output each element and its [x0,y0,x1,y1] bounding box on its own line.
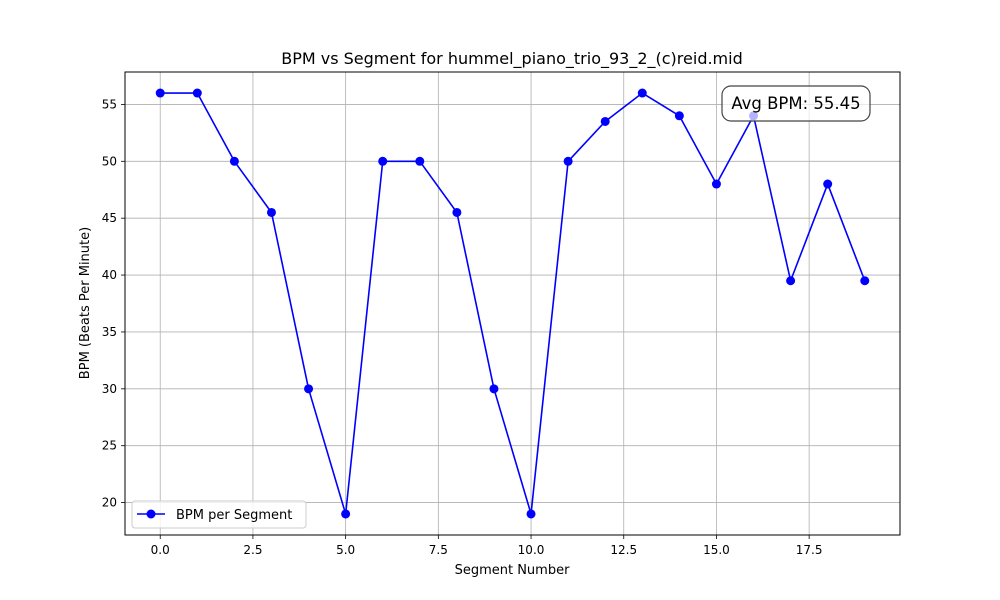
data-point [823,179,833,189]
data-point [711,179,721,189]
y-tick-label: 45 [102,211,117,225]
x-axis-ticks: 0.0 2.5 5.0 7.5 10.0 12.5 15.0 17.5 [151,535,823,557]
x-tick-label: 17.5 [796,543,823,557]
x-tick-label: 2.5 [243,543,262,557]
data-point [415,156,425,166]
plot-area-frame [124,71,901,536]
data-point [786,276,796,286]
legend: BPM per Segment [131,500,307,529]
data-point [860,276,870,286]
y-tick-label: 50 [102,154,117,168]
data-point [341,509,351,519]
data-point [489,384,499,394]
data-point [155,88,165,98]
y-tick-label: 55 [102,97,117,111]
y-axis-label: BPM (Beats Per Minute) [78,227,93,379]
x-tick-label: 10.0 [518,543,545,557]
avg-bpm-annotation: Avg BPM: 55.45 [721,85,871,122]
data-point [526,509,536,519]
data-point [600,116,610,126]
chart-title: BPM vs Segment for hummel_piano_trio_93_… [281,49,743,69]
legend-box [131,500,307,529]
data-point [563,156,573,166]
y-tick-label: 25 [102,439,117,453]
legend-marker-swatch [146,509,156,519]
x-tick-label: 15.0 [703,543,730,557]
data-point [452,207,462,217]
x-axis-label: Segment Number [455,563,571,578]
data-point [674,111,684,121]
y-tick-label: 40 [102,268,117,282]
x-tick-label: 5.0 [336,543,355,557]
series-line-bpm-per-segment [160,92,866,515]
data-point [304,384,314,394]
x-tick-label: 7.5 [429,543,448,557]
data-point [378,156,388,166]
avg-bpm-text: Avg BPM: 55.45 [731,94,860,113]
data-point [192,88,202,98]
series-marker-layer [155,88,870,519]
data-point [229,156,239,166]
y-axis-ticks: 20 25 30 35 40 45 50 55 [102,97,125,510]
x-tick-label: 0.0 [151,543,170,557]
legend-label-bpm-per-segment: BPM per Segment [176,508,292,523]
grid-lines [125,72,900,535]
data-point [637,88,647,98]
y-tick-label: 30 [102,382,117,396]
y-tick-label: 35 [102,325,117,339]
data-point [266,207,276,217]
x-tick-label: 12.5 [610,543,637,557]
series-line-layer [160,92,866,515]
y-tick-label: 20 [102,496,117,510]
annotation-box [721,85,871,122]
